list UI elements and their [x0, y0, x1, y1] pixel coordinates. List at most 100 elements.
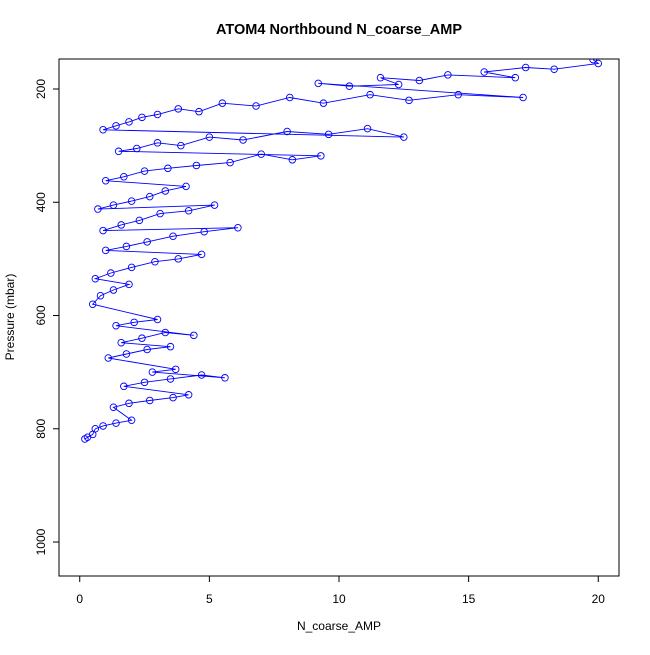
data-point: [138, 334, 146, 342]
data-point: [174, 105, 183, 113]
data-point: [283, 127, 291, 136]
data-point: [200, 227, 208, 236]
data-point: [143, 238, 151, 246]
data-point: [252, 102, 260, 110]
data-point: [153, 139, 162, 147]
data-point: [319, 99, 328, 107]
data-point: [192, 161, 201, 170]
x-tick-label: 10: [332, 592, 346, 606]
data-point: [112, 122, 120, 130]
data-point: [444, 71, 452, 79]
data-point: [345, 82, 354, 90]
data-point: [171, 365, 180, 374]
data-point: [148, 368, 157, 376]
data-point: [226, 158, 234, 167]
data-point: [589, 59, 597, 64]
x-axis-label: N_coarse_AMP: [297, 619, 381, 633]
data-point: [122, 350, 131, 358]
data-point: [454, 90, 463, 99]
y-tick-label: 200: [34, 79, 48, 99]
x-tick-label: 0: [76, 592, 83, 606]
data-point: [166, 342, 175, 351]
data-point: [218, 99, 227, 107]
data-point: [288, 156, 297, 164]
data-point: [127, 263, 136, 272]
data-point: [394, 80, 403, 89]
data-point: [99, 126, 107, 134]
data-point: [594, 59, 603, 68]
data-point: [99, 422, 107, 430]
data-point: [88, 300, 97, 308]
data-point: [205, 133, 214, 141]
y-axis-label: Pressure (mbar): [3, 274, 17, 361]
data-point: [234, 223, 242, 232]
data-point: [161, 187, 170, 195]
data-point: [81, 435, 89, 443]
data-point: [169, 393, 177, 402]
data-point: [112, 321, 120, 330]
y-tick-label: 800: [34, 418, 48, 438]
data-point: [366, 90, 374, 99]
data-point: [114, 147, 123, 156]
data-point: [133, 144, 141, 153]
data-point: [405, 96, 413, 105]
data-point: [135, 216, 144, 225]
x-tick-label: 5: [206, 592, 213, 606]
data-point: [127, 416, 136, 425]
data-point: [156, 209, 164, 218]
data-point: [138, 113, 146, 122]
data-point: [117, 338, 125, 347]
data-point: [195, 107, 203, 116]
data-point: [314, 79, 323, 88]
data-point: [127, 197, 136, 205]
plot-area: [81, 59, 603, 443]
data-point: [184, 391, 193, 399]
y-axis: 200 400 600 800 1000: [34, 79, 60, 555]
data-point: [96, 291, 105, 300]
data-point: [317, 152, 325, 160]
y-tick-label: 1000: [34, 528, 48, 555]
y-tick-label: 600: [34, 305, 48, 325]
data-point: [197, 371, 206, 379]
data-point: [197, 250, 206, 259]
data-point: [184, 207, 193, 215]
data-point: [117, 221, 125, 229]
data-point: [177, 141, 185, 150]
data-point: [120, 382, 128, 391]
data-point: [143, 345, 151, 354]
data-point: [153, 110, 162, 119]
x-tick-label: 15: [462, 592, 476, 606]
data-point: [107, 269, 115, 277]
data-point: [130, 318, 138, 327]
data-point: [94, 205, 102, 213]
series-line: [84, 59, 600, 440]
data-point: [190, 331, 198, 340]
data-point: [164, 164, 172, 173]
data-point: [125, 280, 133, 289]
data-point: [140, 378, 149, 387]
data-point: [376, 73, 385, 82]
data-point: [166, 375, 175, 383]
data-point: [151, 257, 159, 266]
data-point: [91, 274, 100, 283]
data-point: [109, 201, 118, 209]
data-point: [400, 133, 408, 141]
data-point: [101, 246, 110, 255]
data-point: [285, 93, 294, 102]
data-point: [99, 226, 107, 235]
data-point: [120, 173, 128, 181]
data-point: [153, 315, 162, 324]
data-point: [174, 255, 183, 263]
data-point: [125, 399, 133, 408]
data-point: [324, 130, 333, 139]
y-tick-label: 400: [34, 192, 48, 212]
data-point: [169, 232, 177, 240]
data-point: [109, 403, 118, 412]
data-point: [550, 65, 558, 73]
data-point: [122, 242, 131, 251]
data-point: [125, 118, 133, 126]
data-point: [210, 201, 219, 209]
data-point: [104, 354, 113, 362]
data-point: [257, 150, 265, 158]
